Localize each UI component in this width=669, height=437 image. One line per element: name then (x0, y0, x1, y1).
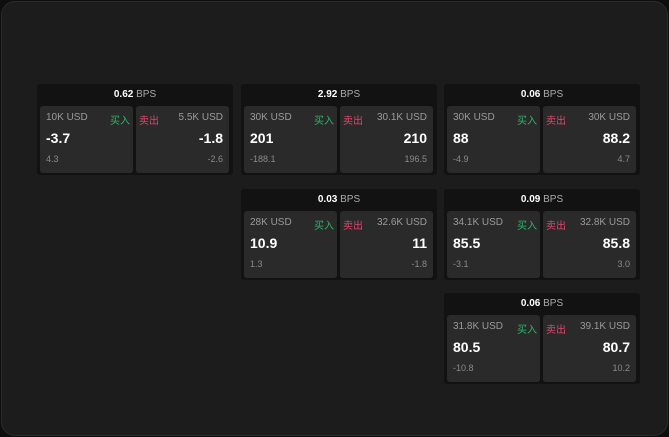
sell-label: 卖出 (343, 221, 363, 232)
ask-price: 11 (412, 235, 427, 251)
spread-header: 0.09 BPS (444, 189, 640, 210)
ask-size: 32.8K USD (579, 217, 630, 228)
sell-panel[interactable]: 卖出 30.1K USD 210 196.5 (340, 106, 433, 173)
bid-price: -3.7 (46, 130, 71, 146)
spread-header: 0.62 BPS (37, 84, 233, 105)
ask-change: 196.5 (404, 154, 427, 164)
sell-panel[interactable]: 卖出 32.6K USD 11 -1.8 (340, 211, 433, 278)
sell-label: 卖出 (139, 116, 159, 127)
spread-value: 2.92 (317, 89, 338, 100)
bid-change: -10.8 (453, 363, 474, 373)
spread-header: 0.06 BPS (444, 293, 640, 314)
spread-unit: BPS (340, 194, 361, 205)
spread-unit: BPS (543, 194, 564, 205)
bid-change: -3.1 (453, 259, 469, 269)
quote-widget: 0.62 BPS 10K USD 买入 -3.7 4.3 卖出 5.5K USD… (37, 84, 233, 175)
ask-price: 88.2 (602, 130, 630, 146)
buy-panel[interactable]: 28K USD 买入 10.9 1.3 (244, 211, 337, 278)
bid-change: 4.3 (46, 154, 59, 164)
sell-panel[interactable]: 卖出 5.5K USD -1.8 -2.6 (136, 106, 229, 173)
quote-widget: 2.92 BPS 30K USD 买入 201 -188.1 卖出 30.1K … (241, 84, 437, 175)
sell-label: 卖出 (546, 116, 566, 127)
spread-unit: BPS (543, 89, 564, 100)
bid-change: 1.3 (250, 259, 263, 269)
spread-header: 0.06 BPS (444, 84, 640, 105)
buy-panel[interactable]: 30K USD 买入 88 -4.9 (447, 106, 540, 173)
bid-price: 88 (453, 130, 469, 146)
ask-change: 4.7 (617, 154, 630, 164)
sell-panel[interactable]: 卖出 30K USD 88.2 4.7 (543, 106, 636, 173)
buy-label: 买入 (517, 325, 537, 336)
sell-panel[interactable]: 卖出 32.8K USD 85.8 3.0 (543, 211, 636, 278)
spread-value: 0.09 (520, 194, 541, 205)
buy-label: 买入 (110, 116, 130, 127)
buy-label: 买入 (517, 221, 537, 232)
spread-value: 0.06 (520, 298, 541, 309)
bid-size: 10K USD (46, 112, 88, 123)
bid-price: 85.5 (453, 235, 481, 251)
spread-value: 0.06 (520, 89, 541, 100)
bid-change: -4.9 (453, 154, 469, 164)
ask-size: 5.5K USD (178, 112, 223, 123)
bid-size: 30K USD (453, 112, 495, 123)
ask-change: -2.6 (207, 154, 223, 164)
ask-size: 39.1K USD (579, 321, 630, 332)
sell-label: 卖出 (546, 325, 566, 336)
buy-label: 买入 (314, 221, 334, 232)
spread-unit: BPS (340, 89, 361, 100)
buy-panel[interactable]: 10K USD 买入 -3.7 4.3 (40, 106, 133, 173)
spread-value: 0.62 (113, 89, 134, 100)
ask-price: 210 (403, 130, 427, 146)
ask-price: -1.8 (198, 130, 223, 146)
quote-widget: 0.06 BPS 31.8K USD 买入 80.5 -10.8 卖出 39.1… (444, 293, 640, 384)
spread-unit: BPS (543, 298, 564, 309)
sell-label: 卖出 (343, 116, 363, 127)
buy-panel[interactable]: 30K USD 买入 201 -188.1 (244, 106, 337, 173)
ask-size: 30K USD (588, 112, 630, 123)
quote-widget: 0.06 BPS 30K USD 买入 88 -4.9 卖出 30K USD 8… (444, 84, 640, 175)
ask-change: 10.2 (612, 363, 630, 373)
sell-panel[interactable]: 卖出 39.1K USD 80.7 10.2 (543, 315, 636, 382)
bid-price: 201 (250, 130, 274, 146)
bid-price: 80.5 (453, 339, 481, 355)
ask-price: 80.7 (602, 339, 630, 355)
ask-price: 85.8 (602, 235, 630, 251)
sell-label: 卖出 (546, 221, 566, 232)
quote-widget: 0.03 BPS 28K USD 买入 10.9 1.3 卖出 32.6K US… (241, 189, 437, 280)
bid-size: 31.8K USD (453, 321, 504, 332)
spread-unit: BPS (136, 89, 157, 100)
bid-size: 28K USD (250, 217, 292, 228)
quote-widget: 0.09 BPS 34.1K USD 买入 85.5 -3.1 卖出 32.8K… (444, 189, 640, 280)
bid-change: -188.1 (250, 154, 276, 164)
bid-size: 30K USD (250, 112, 292, 123)
ask-change: -1.8 (411, 259, 427, 269)
spread-value: 0.03 (317, 194, 338, 205)
bid-size: 34.1K USD (453, 217, 504, 228)
buy-panel[interactable]: 31.8K USD 买入 80.5 -10.8 (447, 315, 540, 382)
ask-size: 30.1K USD (376, 112, 427, 123)
buy-label: 买入 (517, 116, 537, 127)
spread-header: 2.92 BPS (241, 84, 437, 105)
ask-change: 3.0 (617, 259, 630, 269)
buy-panel[interactable]: 34.1K USD 买入 85.5 -3.1 (447, 211, 540, 278)
buy-label: 买入 (314, 116, 334, 127)
spread-header: 0.03 BPS (241, 189, 437, 210)
ask-size: 32.6K USD (376, 217, 427, 228)
bid-price: 10.9 (250, 235, 278, 251)
